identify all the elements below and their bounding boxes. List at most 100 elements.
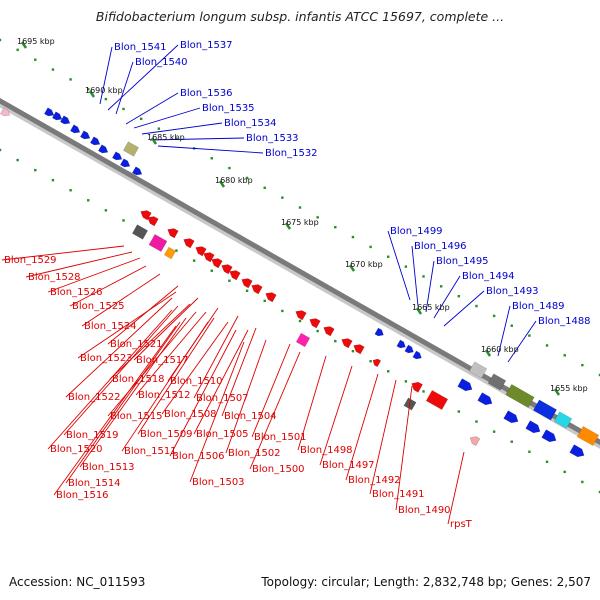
outer-tick-dot (439, 285, 443, 288)
reverse-gene-label: Blon_1514 (68, 478, 121, 489)
reverse-gene-label: Blon_1498 (300, 445, 353, 456)
reverse-gene-label: Blon_1491 (372, 489, 425, 500)
forward-gene-feature (52, 111, 63, 121)
forward-gene-feature (541, 429, 557, 443)
forward-gene-feature (404, 344, 414, 354)
reverse-gene-feature (265, 292, 277, 303)
reverse-gene-label: Blon_1500 (252, 464, 305, 475)
reverse-gene-label: Blon_1518 (112, 374, 165, 385)
leader-line (411, 245, 419, 307)
leader-line (447, 451, 465, 525)
forward-gene-label: Blon_1541 (114, 42, 167, 53)
forward-gene-label: Blon_1496 (414, 241, 467, 252)
inner-tick-dot (510, 440, 513, 443)
leader-line (395, 385, 413, 511)
leader-line (65, 321, 181, 484)
outer-tick-dot (563, 354, 566, 357)
forward-gene-label: Blon_1532 (265, 148, 318, 159)
forward-gene-feature (457, 378, 473, 392)
reverse-gene-label: Blon_1506 (172, 451, 225, 462)
inner-tick-dot (210, 269, 213, 272)
outer-tick-dot (104, 97, 108, 101)
leader-line (193, 329, 249, 435)
inner-tick-dot (475, 420, 478, 423)
leader-line (1, 245, 125, 261)
reverse-gene-label: Blon_1502 (228, 448, 281, 459)
inner-tick-dot (192, 259, 196, 262)
reverse-gene-label: Blon_1505 (196, 429, 249, 440)
reverse-gene-feature (411, 381, 423, 393)
leader-line (63, 305, 179, 436)
forward-gene-feature (576, 425, 600, 447)
leader-line (115, 61, 134, 115)
leader-line (77, 291, 177, 359)
leader-line (425, 260, 435, 313)
forward-gene-feature (80, 130, 91, 140)
leader-line (251, 343, 291, 438)
leader-line (443, 290, 485, 327)
forward-gene-feature (112, 151, 123, 161)
reverse-gene-feature (195, 246, 207, 257)
major-tick (484, 349, 492, 357)
reverse-gene-label: Blon_1522 (68, 392, 121, 403)
inner-tick-dot (122, 219, 125, 222)
inner-tick-dot (298, 319, 302, 323)
inner-tick-dot (334, 339, 337, 343)
reverse-gene-feature (295, 332, 311, 348)
inner-tick-dot (351, 349, 355, 353)
forward-gene-label: Blon_1494 (462, 271, 515, 282)
reverse-gene-feature (148, 233, 168, 253)
label-leaders (1, 44, 537, 525)
inner-tick-dot (545, 460, 549, 464)
inner-tick-dot (457, 410, 461, 413)
reverse-gene-feature (221, 264, 233, 275)
tick-dots (0, 38, 600, 494)
reverse-gene-feature (251, 284, 263, 295)
leader-line (193, 315, 239, 399)
leader-line (221, 327, 257, 417)
reverse-gene-label: rpsT (450, 519, 473, 530)
leader-line (157, 145, 264, 154)
inner-tick-dot (281, 309, 284, 313)
forward-gene-label: Blon_1499 (390, 226, 443, 237)
inner-tick-dot (0, 148, 2, 152)
reverse-gene-feature (309, 318, 321, 329)
forward-gene-feature (477, 392, 493, 406)
inner-tick-dot (175, 249, 178, 252)
reverse-gene-feature (241, 278, 253, 289)
outer-tick-dot (87, 88, 90, 91)
leader-line (249, 351, 301, 470)
gene-features (0, 107, 600, 458)
leader-line (121, 321, 209, 452)
reverse-gene-label: Blon_1520 (50, 444, 103, 455)
reverse-gene-label: Blon_1521 (110, 339, 163, 350)
forward-gene-feature (396, 339, 406, 349)
inner-tick-dot (404, 380, 408, 383)
forward-gene-label: Blon_1533 (246, 133, 299, 144)
leader-line (189, 341, 245, 483)
leader-line (225, 339, 267, 454)
reverse-gene-label: Blon_1490 (398, 505, 451, 516)
forward-gene-label: Blon_1495 (436, 256, 489, 267)
reverse-gene-feature (372, 358, 382, 368)
tick-label: 1670 kbp (345, 260, 383, 269)
reverse-gene-label: Blon_1501 (254, 432, 307, 443)
outer-tick-dot (157, 127, 161, 130)
forward-gene-label: Blon_1537 (180, 40, 233, 51)
leader-line (47, 309, 173, 450)
reverse-gene-feature (167, 228, 179, 239)
outer-tick-dot (457, 294, 461, 298)
reverse-gene-label: Blon_1508 (164, 409, 217, 420)
forward-gene-label: Blon_1540 (135, 57, 188, 68)
reverse-gene-label: Blon_1526 (50, 287, 103, 298)
outer-tick-dot (598, 373, 600, 377)
outer-tick-dot (210, 157, 213, 160)
forward-gene-label: Blon_1535 (202, 103, 255, 114)
inner-tick-dot (51, 178, 55, 182)
leader-line (81, 273, 161, 327)
reverse-gene-feature (183, 238, 195, 249)
reverse-gene-feature (469, 436, 481, 447)
reverse-gene-label: Blon_1503 (192, 477, 245, 488)
leader-line (65, 297, 173, 398)
